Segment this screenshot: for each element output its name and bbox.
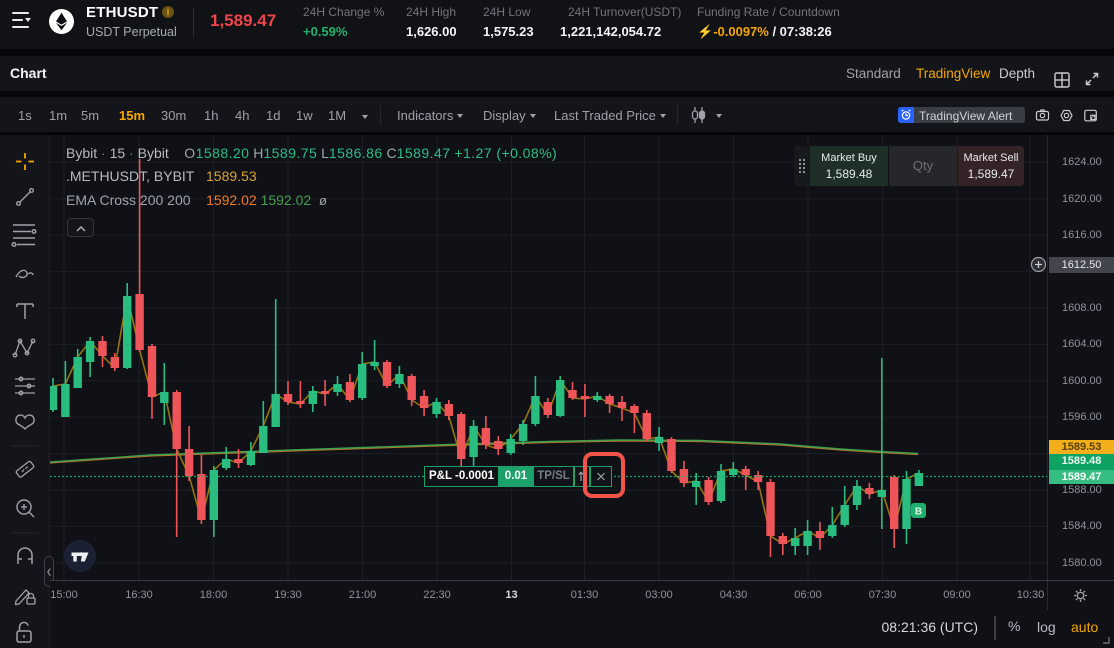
svg-text:B: B: [915, 507, 922, 518]
